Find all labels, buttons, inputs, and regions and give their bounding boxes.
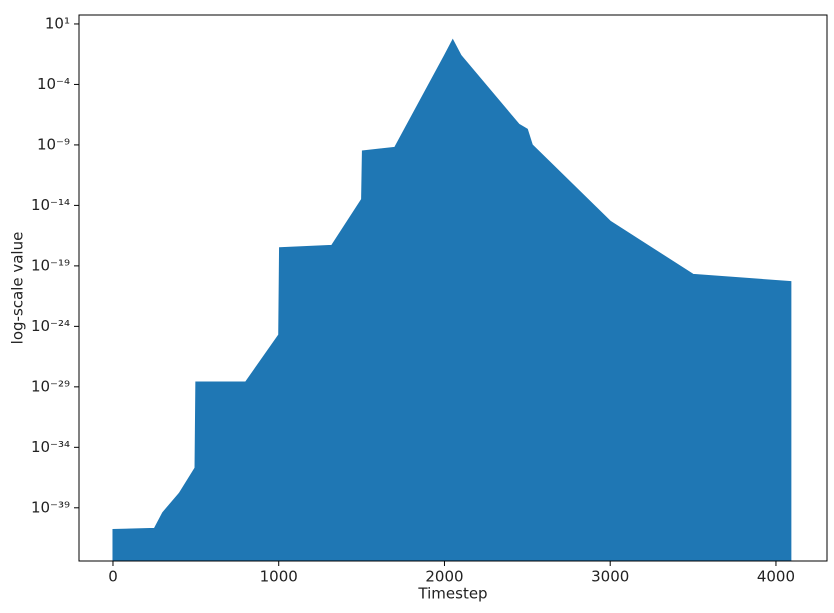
y-tick-label: 10⁻²⁴ <box>31 317 70 335</box>
y-tick-label: 10⁻³⁴ <box>31 438 70 456</box>
x-tick-label: 2000 <box>425 568 463 586</box>
x-tick-label: 0 <box>108 568 118 586</box>
y-tick-label: 10⁻²⁹ <box>31 377 70 395</box>
y-axis-label: log-scale value <box>9 232 27 345</box>
area <box>112 38 792 562</box>
y-tick-label: 10¹ <box>45 14 70 32</box>
x-tick-label: 3000 <box>591 568 629 586</box>
x-tick-label: 1000 <box>260 568 298 586</box>
y-tick-label: 10⁻³⁹ <box>31 498 70 516</box>
plot-frame <box>78 14 828 562</box>
y-tick-label: 10⁻⁴ <box>37 75 70 93</box>
y-tick-label: 10⁻⁹ <box>37 135 70 153</box>
x-tick-label: 4000 <box>757 568 795 586</box>
y-tick-label: 10⁻¹⁹ <box>31 256 70 274</box>
x-axis-label: Timestep <box>417 585 487 603</box>
y-tick-label: 10⁻¹⁴ <box>31 196 70 214</box>
